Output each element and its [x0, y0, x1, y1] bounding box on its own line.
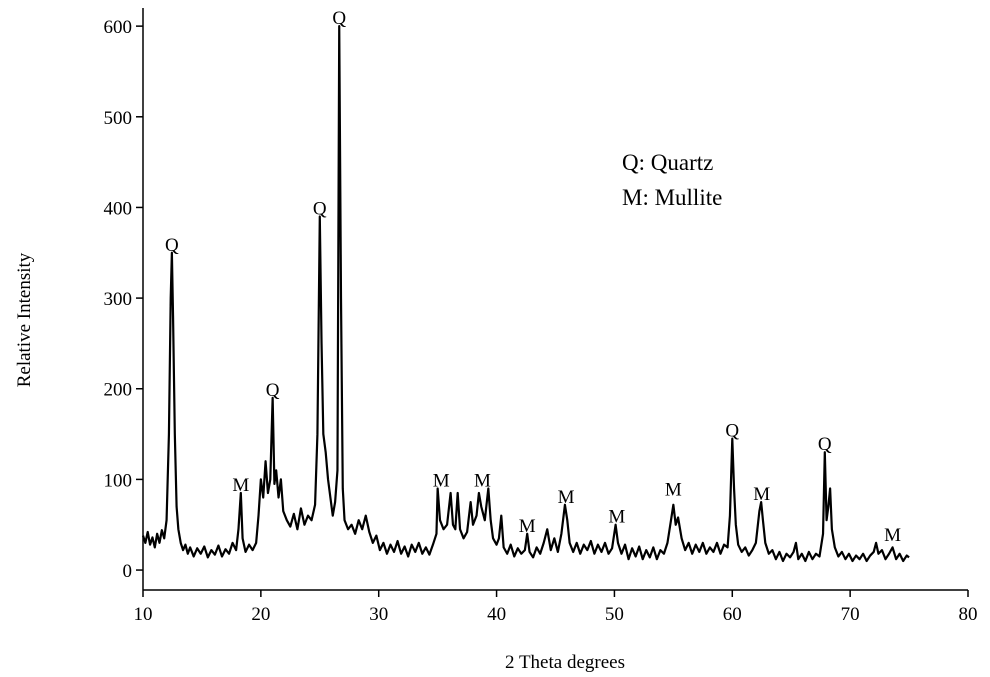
peak-label: M — [433, 470, 450, 491]
x-tick-label: 40 — [487, 604, 506, 625]
y-tick-label: 200 — [104, 380, 133, 401]
peak-label: Q — [725, 421, 739, 442]
peak-label: Q — [818, 434, 832, 455]
peak-label: M — [665, 480, 682, 501]
peak-label: M — [753, 484, 770, 505]
y-tick-label: 300 — [104, 289, 133, 310]
x-tick-label: 60 — [723, 604, 742, 625]
x-tick-label: 30 — [369, 604, 388, 625]
peak-label: M — [232, 475, 249, 496]
intensity-line — [141, 25, 910, 563]
peak-label: M — [608, 507, 625, 528]
y-tick-label: 400 — [104, 198, 133, 219]
y-tick-label: 600 — [104, 17, 133, 38]
x-axis-title: 2 Theta degrees — [505, 652, 625, 673]
peak-label: M — [474, 470, 491, 491]
peak-label: Q — [266, 380, 280, 401]
y-tick-label: 100 — [104, 470, 133, 491]
y-tick-label: 500 — [104, 108, 133, 129]
peak-label: M — [884, 525, 901, 546]
y-tick-label: 0 — [123, 561, 133, 582]
x-tick-label: 50 — [605, 604, 624, 625]
y-axis-title: Relative Intensity — [14, 252, 35, 387]
peak-label: Q — [313, 199, 327, 220]
peak-label: M — [519, 516, 536, 537]
x-tick-label: 20 — [251, 604, 270, 625]
x-tick-label: 70 — [841, 604, 860, 625]
peak-label: Q — [332, 8, 346, 29]
key-text: Q: Quartz — [622, 150, 713, 175]
peak-label: Q — [165, 235, 179, 256]
key-text: M: Mullite — [622, 185, 722, 210]
x-tick-label: 10 — [134, 604, 153, 625]
peak-label: M — [558, 487, 575, 508]
x-tick-label: 80 — [959, 604, 978, 625]
